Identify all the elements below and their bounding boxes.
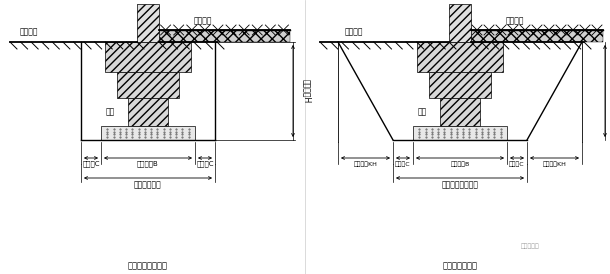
Bar <box>440 98 480 126</box>
Bar <box>105 42 191 72</box>
Text: 工作面C: 工作面C <box>509 161 525 167</box>
Polygon shape <box>159 30 290 42</box>
Bar <box>413 126 507 140</box>
Text: 室外地坪: 室外地坪 <box>345 27 364 36</box>
Polygon shape <box>471 30 603 42</box>
Text: 基槽基底开挖宽度: 基槽基底开挖宽度 <box>442 181 478 190</box>
Text: 不放坡的基槽断面: 不放坡的基槽断面 <box>128 261 168 270</box>
Text: 放坡宽度KH: 放坡宽度KH <box>542 161 567 167</box>
Bar <box>137 4 159 42</box>
Bar <box>117 72 179 98</box>
Text: 基础宽度B: 基础宽度B <box>450 161 470 167</box>
Text: 开挖深度H: 开挖深度H <box>302 79 311 103</box>
Text: 工作面C: 工作面C <box>395 161 411 167</box>
Bar <box>449 4 471 42</box>
Text: 工作面C: 工作面C <box>196 161 214 167</box>
Bar <box>128 98 168 126</box>
Bar <box>101 126 195 140</box>
Text: 基槽开挖宽度: 基槽开挖宽度 <box>134 181 162 190</box>
Text: 放坡的基槽断面: 放坡的基槽断面 <box>442 261 478 270</box>
Text: 工作面C: 工作面C <box>82 161 100 167</box>
Bar <box>429 72 491 98</box>
Text: 建筑大家园: 建筑大家园 <box>520 243 539 249</box>
Bar <box>417 42 503 72</box>
Text: 基础: 基础 <box>418 107 427 116</box>
Text: 室内地坪: 室内地坪 <box>194 16 212 25</box>
Text: 室外地坪: 室外地坪 <box>20 27 38 36</box>
Text: 基础宽度B: 基础宽度B <box>137 161 159 167</box>
Text: 放坡宽度KH: 放坡宽度KH <box>354 161 378 167</box>
Text: 基础: 基础 <box>106 107 115 116</box>
Text: 室内地坪: 室内地坪 <box>506 16 525 25</box>
